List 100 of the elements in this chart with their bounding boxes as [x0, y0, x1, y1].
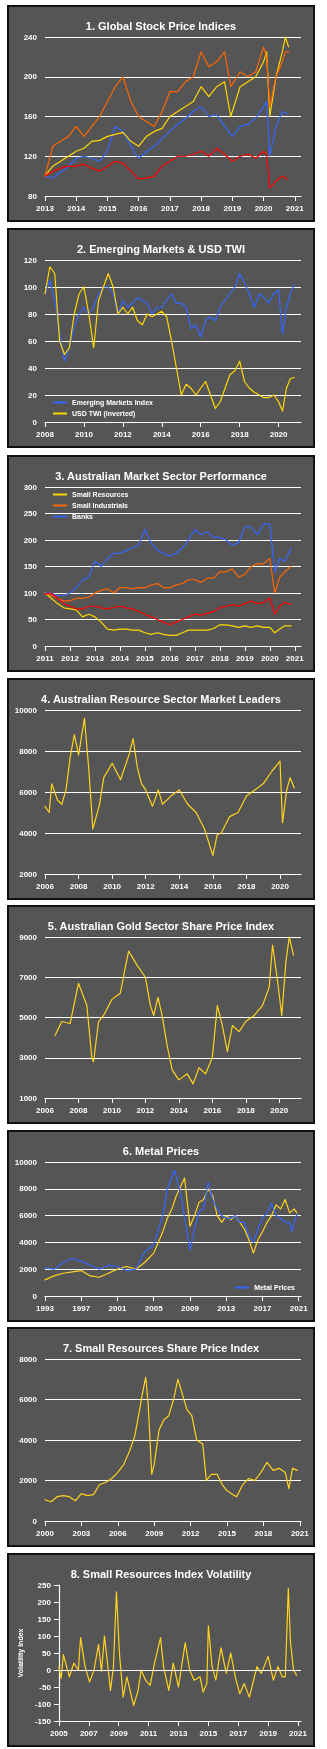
- y-tick-label: 4000: [19, 1237, 38, 1247]
- x-tick-label: 2009: [145, 1528, 164, 1538]
- x-tick-label: 2020: [270, 1105, 289, 1115]
- x-tick-label: 2016: [129, 203, 149, 213]
- y-tick-label: 2000: [19, 1476, 38, 1485]
- x-tick-label: 2018: [192, 203, 211, 213]
- x-tick-label: 2021: [289, 1728, 308, 1738]
- y-tick-label: 120: [23, 255, 38, 265]
- x-tick-label: 2016: [191, 429, 211, 439]
- x-tick-label: 2012: [181, 1528, 201, 1538]
- x-tick-label: 2005: [144, 1303, 164, 1313]
- x-tick-label: 2013: [36, 203, 55, 213]
- y-tick-label: 10000: [14, 705, 38, 715]
- y-tick-label: 0: [46, 1665, 52, 1675]
- y-tick-label: 3000: [19, 1053, 38, 1063]
- x-tick-label: 2019: [235, 653, 255, 663]
- y-tick-label: 200: [23, 72, 38, 82]
- x-tick-label: 2018: [210, 653, 230, 663]
- x-tick-label: 2009: [181, 1303, 200, 1313]
- chart-title: 6. Metal Prices: [122, 1144, 200, 1157]
- x-tick-label: 2021: [290, 1528, 310, 1538]
- x-tick-label: 2012: [136, 881, 156, 891]
- x-tick-label: 2012: [136, 1105, 155, 1115]
- y-tick-label: 6000: [19, 1211, 38, 1221]
- x-tick-label: 2019: [223, 203, 242, 213]
- y-tick-label: 20: [28, 390, 38, 400]
- chart-title: 7. Small Resources Share Price Index: [62, 1341, 261, 1354]
- x-tick-label: 2014: [169, 1105, 189, 1115]
- x-tick-label: 2010: [103, 1105, 122, 1115]
- y-tick-label: 8000: [19, 1184, 38, 1194]
- x-tick-label: 2012: [61, 653, 80, 663]
- y-tick-label: 250: [23, 509, 38, 518]
- x-tick-label: 2018: [236, 1105, 256, 1115]
- x-tick-label: 2020: [260, 653, 280, 663]
- y-tick-label: 10000: [14, 1157, 38, 1167]
- x-tick-label: 2007: [79, 1728, 99, 1738]
- x-tick-label: 2006: [36, 881, 55, 891]
- x-tick-label: 2018: [230, 429, 250, 439]
- x-tick-label: 2013: [169, 1728, 188, 1738]
- y-tick-label: 200: [37, 1597, 52, 1607]
- x-tick-label: 2021: [285, 653, 305, 663]
- x-tick-label: 2019: [259, 1728, 278, 1738]
- y-tick-label: 2000: [19, 1264, 38, 1274]
- y-tick-label: 7000: [19, 972, 38, 982]
- x-tick-label: 2020: [254, 203, 273, 213]
- y-tick-label: 0: [32, 641, 38, 651]
- y-tick-label: 120: [23, 151, 38, 161]
- x-tick-label: 2015: [218, 1528, 237, 1538]
- x-tick-label: 2008: [69, 1105, 88, 1115]
- chart-title: 2. Emerging Markets & USD TWI: [76, 242, 246, 255]
- y-tick-label: 40: [28, 363, 38, 373]
- x-tick-label: 2017: [229, 1728, 248, 1738]
- chart-title: 4. Australian Resource Sector Market Leaders: [41, 692, 281, 705]
- x-tick-label: 2018: [254, 1528, 273, 1538]
- y-tick-label: 50: [28, 615, 38, 624]
- x-tick-label: 2015: [98, 203, 117, 213]
- x-tick-label: 2016: [203, 881, 223, 891]
- y-tick-label: 8000: [19, 746, 38, 756]
- y-tick-label: 80: [28, 309, 38, 319]
- x-tick-label: 2014: [170, 881, 189, 891]
- x-tick-label: 2016: [160, 653, 180, 663]
- x-tick-label: 2016: [203, 1105, 222, 1115]
- x-tick-label: 2020: [269, 429, 289, 439]
- x-tick-label: 2010: [75, 429, 94, 439]
- y-tick-label: 4000: [19, 828, 38, 838]
- x-tick-label: 1997: [72, 1303, 91, 1313]
- y-tick-label: 60: [28, 336, 38, 346]
- y-tick-label: 1000: [19, 1093, 38, 1103]
- x-tick-label: 2020: [271, 881, 290, 891]
- y-tick-label: 240: [23, 32, 38, 42]
- x-tick-label: 2008: [36, 429, 55, 439]
- x-tick-label: 2017: [160, 203, 180, 213]
- x-tick-label: 2015: [136, 653, 155, 663]
- y-tick-label: 0: [32, 1516, 38, 1526]
- chart-title: 5. Australian Gold Sector Share Price Index: [47, 919, 276, 932]
- y-tick-label: -50: [39, 1682, 52, 1692]
- y-tick-label: 9000: [19, 932, 38, 942]
- y-tick-label: 100: [23, 588, 38, 598]
- y-tick-label: -150: [34, 1716, 52, 1726]
- x-tick-label: 2001: [108, 1303, 127, 1313]
- y-tick-label: -100: [34, 1699, 52, 1709]
- y-tick-label: 6000: [19, 787, 38, 797]
- y-tick-label: 300: [23, 482, 38, 492]
- x-tick-label: 2006: [108, 1528, 128, 1538]
- x-tick-label: 2013: [86, 653, 105, 663]
- x-tick-label: 2014: [67, 203, 86, 213]
- y-tick-label: 160: [23, 112, 38, 121]
- chart-title: 1. Global Stock Price Indices: [85, 19, 237, 32]
- x-tick-label: 2012: [113, 429, 133, 439]
- y-tick-label: 0: [32, 1291, 38, 1301]
- x-tick-label: 2018: [237, 881, 256, 891]
- x-tick-label: 2021: [289, 1303, 309, 1313]
- y-tick-label: 100: [23, 282, 38, 292]
- x-tick-label: 2014: [152, 429, 172, 439]
- x-tick-label: 2009: [109, 1728, 129, 1738]
- y-tick-label: 50: [42, 1648, 52, 1658]
- y-tick-label: 0: [32, 417, 38, 427]
- x-tick-label: 2005: [50, 1728, 69, 1738]
- x-tick-label: 2006: [36, 1105, 55, 1115]
- x-tick-label: 2013: [217, 1303, 236, 1313]
